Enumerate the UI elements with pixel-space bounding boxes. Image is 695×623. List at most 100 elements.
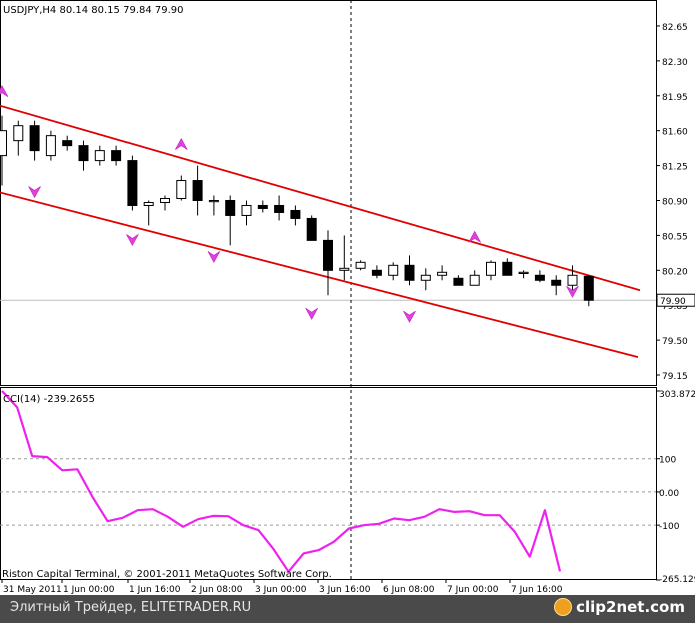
candle-body: [551, 279, 562, 286]
candle-body: [469, 274, 480, 286]
chart-title: USDJPY,H4 80.14 80.15 79.84 79.90: [3, 5, 184, 16]
candle-body: [420, 274, 431, 281]
price-tick-label: 79.85: [662, 302, 688, 312]
channel-lower-line: [0, 191, 639, 358]
candle-body: [583, 275, 594, 301]
cci-tick-label: 303.8726: [659, 390, 695, 400]
candle-body: [274, 204, 285, 213]
current-price-label: 79.90: [660, 297, 686, 307]
candle-body: [534, 274, 545, 281]
candle-body: [160, 197, 170, 203]
fractal-down-marker: [207, 251, 221, 263]
cci-tick-label: -100: [659, 522, 680, 532]
candle: [94, 145, 105, 166]
x-tick-label: 7 Jun 16:00: [511, 585, 563, 595]
candle-body: [486, 261, 496, 276]
fractal-down-marker: [403, 310, 416, 323]
fractal-up-marker: [175, 138, 188, 150]
candle-body: [13, 125, 24, 142]
price-tick-label: 79.50: [662, 337, 688, 347]
candle-body: [404, 264, 415, 281]
fractal-down-marker: [126, 234, 139, 247]
price-tick-label: 81.60: [662, 128, 688, 138]
fractal-down-marker: [28, 186, 41, 199]
candle: [502, 258, 513, 276]
x-tick-label: 31 May 2011: [3, 585, 62, 595]
candle: [62, 135, 73, 151]
channel-upper-line: [0, 104, 641, 292]
price-tick-label: 80.55: [662, 232, 688, 242]
candle-body: [29, 125, 40, 152]
candle-body: [290, 209, 301, 219]
cci-title: CCI(14) -239.2655: [3, 394, 95, 405]
candle: [160, 195, 170, 211]
candle-body: [437, 271, 448, 276]
candle: [323, 230, 333, 296]
candle: [208, 195, 219, 216]
candle: [355, 260, 366, 271]
x-tick-label: 2 Jun 08:00: [191, 585, 243, 595]
candle-body: [339, 267, 350, 271]
candle: [404, 255, 415, 286]
candle-body: [192, 180, 203, 201]
candle: [486, 260, 496, 281]
candle: [257, 200, 268, 213]
cci-panel-frame: [0, 387, 657, 580]
candle: [583, 275, 594, 307]
clip2net-label: clip2net.com: [576, 598, 685, 616]
candle-body: [94, 150, 105, 162]
cci-tick-label: -265.129: [659, 575, 695, 585]
x-tick-label: 1 Jun 16:00: [129, 585, 181, 595]
candle: [13, 120, 24, 156]
candle: [551, 275, 562, 296]
fractal-down-marker: [305, 307, 318, 320]
chart-canvas: 82.65 82.30 81.95 81.60 81.25 80.90 80.55 80.20…: [0, 0, 695, 595]
candle-body: [502, 261, 513, 276]
fractal-up-marker: [468, 230, 481, 243]
price-tick-label: 81.95: [662, 93, 688, 103]
candle: [0, 115, 7, 186]
candle-body: [257, 204, 268, 209]
candle-body: [323, 239, 333, 271]
x-tick-label: 3 Jun 00:00: [255, 585, 307, 595]
candle: [534, 270, 545, 283]
price-tick-label: 79.15: [662, 372, 688, 382]
x-tick-label: 3 Jun 16:00: [319, 585, 371, 595]
cci-series-line: [1, 390, 562, 573]
candle-body: [143, 201, 154, 206]
candle: [143, 200, 154, 226]
candle: [518, 270, 529, 279]
candle: [78, 140, 89, 171]
x-tick-label: 1 Jun 00:00: [63, 585, 115, 595]
candle: [437, 265, 448, 281]
candle: [274, 195, 285, 221]
candle-body: [241, 204, 252, 216]
fractal-down-marker: [566, 286, 579, 298]
candle: [241, 200, 252, 226]
candle-body: [208, 199, 219, 203]
candle: [469, 270, 480, 286]
candle-body: [127, 160, 138, 206]
candle-body: [453, 277, 464, 286]
footer-text: Элитный Трейдер, ELITETRADER.RU: [10, 600, 252, 615]
footer-bar: Элитный Трейдер, ELITETRADER.RU clip2net…: [0, 595, 695, 623]
candle-body: [371, 269, 382, 276]
price-tick-label: 81.25: [662, 163, 688, 173]
candle-body: [518, 271, 529, 274]
price-tick-label: 82.30: [662, 58, 688, 68]
candle: [567, 265, 578, 291]
price-panel-frame: [0, 0, 657, 386]
candle: [371, 265, 382, 279]
cci-tick-label: 0.00: [659, 489, 679, 499]
candle: [339, 235, 350, 281]
candle-body: [306, 217, 317, 241]
candle-body: [78, 145, 89, 162]
candle: [176, 175, 187, 201]
candle-body: [567, 274, 578, 286]
fractal-up-marker: [0, 85, 9, 98]
clip2net-logo: clip2net.com: [554, 598, 685, 616]
candle: [127, 155, 138, 211]
x-tick-label: 6 Jun 08:00: [383, 585, 435, 595]
candle: [290, 205, 301, 226]
